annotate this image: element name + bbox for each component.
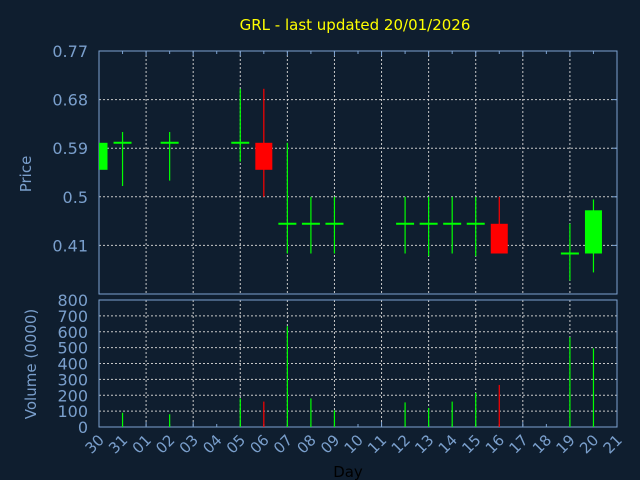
candle-body-up (584, 210, 602, 254)
x-tick-label: 10 (341, 431, 367, 457)
x-tick-label: 17 (505, 431, 531, 457)
volume-axis-label: Volume (0000) (22, 309, 40, 419)
price-tick-label: 0.5 (63, 188, 88, 207)
x-tick-label: 07 (270, 431, 296, 457)
volume-tick-label: 700 (57, 307, 88, 326)
x-tick-label: 04 (199, 431, 225, 457)
candle-body-down (490, 223, 508, 254)
volume-tick-label: 100 (57, 402, 88, 421)
price-tick-label: 0.77 (52, 42, 88, 61)
x-tick-label: 19 (553, 431, 579, 457)
x-tick-label: 11 (364, 431, 390, 457)
price-tick-label: 0.68 (52, 91, 88, 110)
x-axis-label: Day (333, 463, 363, 480)
x-tick-label: 09 (317, 431, 343, 457)
chart-title: GRL - last updated 20/01/2026 (240, 16, 471, 34)
x-tick-label: 06 (246, 431, 272, 457)
x-tick-label: 08 (294, 431, 320, 457)
x-tick-label: 02 (152, 431, 178, 457)
x-tick-label: 18 (529, 431, 555, 457)
x-tick-label: 31 (105, 431, 131, 457)
price-axis-label: Price (17, 156, 35, 193)
x-tick-label: 14 (435, 431, 461, 457)
volume-tick-label: 300 (57, 370, 88, 389)
candle-body-up (99, 142, 108, 170)
x-tick-label: 16 (482, 431, 508, 457)
x-tick-label: 01 (129, 431, 155, 457)
x-tick-label: 21 (600, 431, 626, 457)
x-tick-label: 03 (176, 431, 202, 457)
price-tick-label: 0.41 (52, 236, 88, 255)
volume-tick-label: 400 (57, 355, 88, 374)
volume-tick-label: 600 (57, 323, 88, 342)
x-tick-label: 15 (458, 431, 484, 457)
volume-tick-label: 0 (78, 418, 88, 437)
volume-tick-label: 200 (57, 386, 88, 405)
x-tick-label: 12 (388, 431, 414, 457)
volume-plot-frame (98, 299, 618, 428)
price-tick-label: 0.59 (52, 139, 88, 158)
x-tick-label: 13 (411, 431, 437, 457)
x-tick-label: 20 (576, 431, 602, 457)
volume-tick-label: 500 (57, 339, 88, 358)
x-tick-label: 05 (223, 431, 249, 457)
volume-tick-label: 800 (57, 291, 88, 310)
candle-body-down (255, 142, 273, 170)
price-plot-frame (98, 50, 618, 295)
